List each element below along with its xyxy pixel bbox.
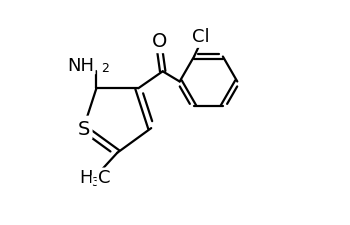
Text: S: S	[77, 119, 90, 138]
Text: H: H	[79, 169, 93, 187]
Text: NH: NH	[68, 56, 95, 74]
Text: O: O	[152, 32, 167, 51]
Text: Cl: Cl	[192, 28, 210, 46]
Text: 2: 2	[101, 62, 109, 75]
Text: C: C	[98, 169, 110, 187]
Text: 3: 3	[91, 176, 99, 189]
